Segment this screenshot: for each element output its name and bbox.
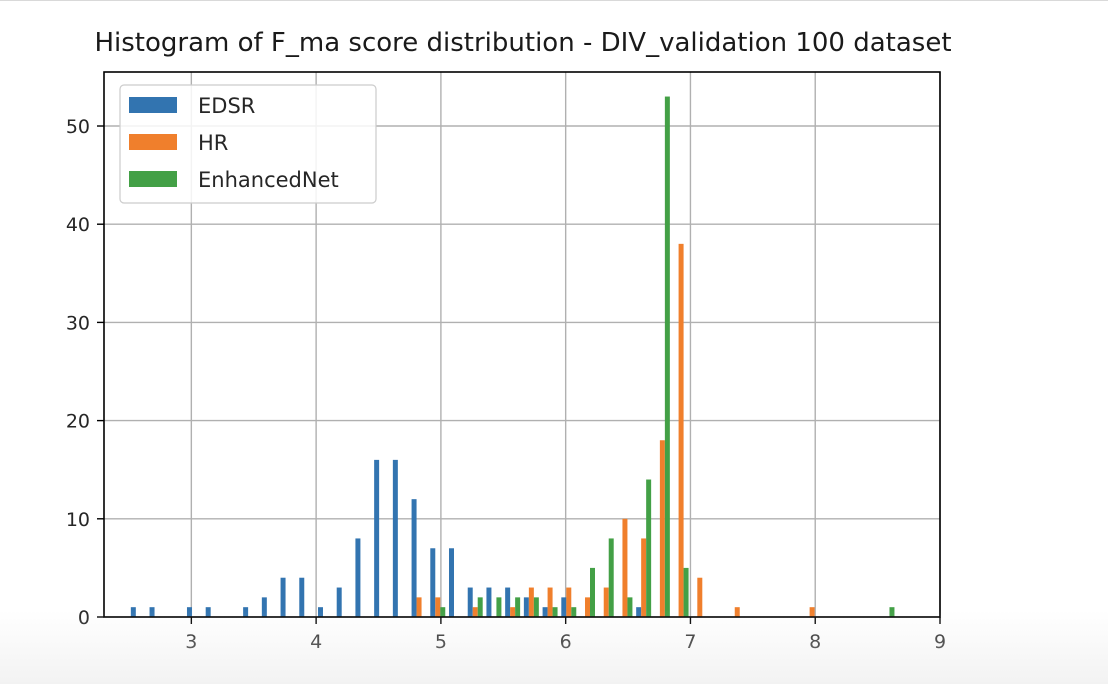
- x-tick-label: 6: [560, 631, 572, 653]
- bar-hr: [622, 518, 628, 617]
- window-top-border: [0, 0, 1108, 1]
- bar-edsr: [280, 577, 286, 617]
- bar-hr: [510, 607, 516, 617]
- y-tick-label: 20: [66, 411, 90, 433]
- bar-edsr: [186, 607, 192, 617]
- legend-label-enhancednet: EnhancedNet: [198, 168, 339, 192]
- bar-edsr: [205, 607, 211, 617]
- bar-enhancednet: [552, 607, 558, 617]
- bar-edsr: [374, 459, 380, 617]
- x-tick-label: 7: [684, 631, 696, 653]
- bar-edsr: [523, 597, 529, 617]
- y-tick-label: 40: [66, 214, 90, 236]
- bar-hr: [734, 607, 740, 617]
- bar-edsr: [561, 597, 567, 617]
- bar-enhancednet: [683, 567, 689, 617]
- bar-hr: [659, 440, 665, 617]
- legend-swatch-edsr: [129, 97, 177, 113]
- bar-enhancednet: [590, 567, 595, 617]
- bar-edsr: [505, 587, 511, 617]
- bar-enhancednet: [627, 597, 633, 617]
- bar-edsr: [430, 548, 436, 617]
- legend-label-hr: HR: [198, 131, 228, 155]
- y-tick-label: 10: [66, 509, 90, 531]
- legend-box: [119, 84, 377, 204]
- bar-enhancednet: [533, 597, 539, 617]
- bar-edsr: [261, 597, 267, 617]
- x-tick-label: 5: [435, 631, 447, 653]
- legend: EDSR HR EnhancedNet: [119, 84, 377, 204]
- bar-edsr: [336, 587, 342, 617]
- y-tick-label: 50: [66, 116, 90, 138]
- bar-edsr: [130, 607, 136, 617]
- bar-enhancednet: [496, 597, 502, 617]
- y-tick-label: 30: [66, 312, 90, 334]
- bar-enhancednet: [571, 607, 577, 617]
- bar-hr: [809, 607, 815, 617]
- legend-swatch-hr: [129, 134, 177, 150]
- y-tick-label: 0: [78, 607, 90, 629]
- bar-edsr: [449, 548, 454, 617]
- bar-edsr: [411, 499, 417, 617]
- bar-enhancednet: [646, 479, 652, 617]
- bars-layer: [130, 96, 895, 617]
- legend-label-edsr: EDSR: [198, 94, 255, 118]
- bar-edsr: [317, 607, 323, 617]
- bar-edsr: [392, 459, 398, 617]
- chart-title: Histogram of F_ma score distribution - D…: [94, 28, 952, 58]
- bar-edsr: [542, 607, 548, 617]
- bar-enhancednet: [664, 96, 670, 617]
- bar-edsr: [299, 577, 305, 617]
- bar-edsr: [467, 587, 473, 617]
- bar-hr: [603, 587, 609, 617]
- bar-enhancednet: [515, 597, 521, 617]
- bar-hr: [641, 538, 647, 617]
- bar-hr: [528, 587, 534, 617]
- legend-swatch-enhancednet: [129, 171, 177, 187]
- bar-hr: [416, 597, 422, 617]
- bar-edsr: [355, 538, 361, 617]
- bar-hr: [678, 243, 684, 617]
- bar-edsr: [243, 607, 249, 617]
- bar-enhancednet: [440, 607, 446, 617]
- x-tick-label: 8: [809, 631, 821, 653]
- bar-enhancednet: [477, 597, 483, 617]
- bar-edsr: [149, 607, 155, 617]
- bar-edsr: [636, 607, 642, 617]
- bar-hr: [697, 577, 703, 617]
- bar-hr: [472, 607, 478, 617]
- x-tick-label: 9: [934, 631, 946, 653]
- bar-hr: [585, 597, 591, 617]
- x-tick-label: 4: [310, 631, 322, 653]
- bar-hr: [566, 587, 572, 617]
- bar-hr: [547, 587, 553, 617]
- bar-enhancednet: [889, 607, 895, 617]
- bar-hr: [435, 597, 441, 617]
- bar-enhancednet: [608, 538, 614, 617]
- bar-edsr: [486, 587, 492, 617]
- x-tick-label: 3: [185, 631, 197, 653]
